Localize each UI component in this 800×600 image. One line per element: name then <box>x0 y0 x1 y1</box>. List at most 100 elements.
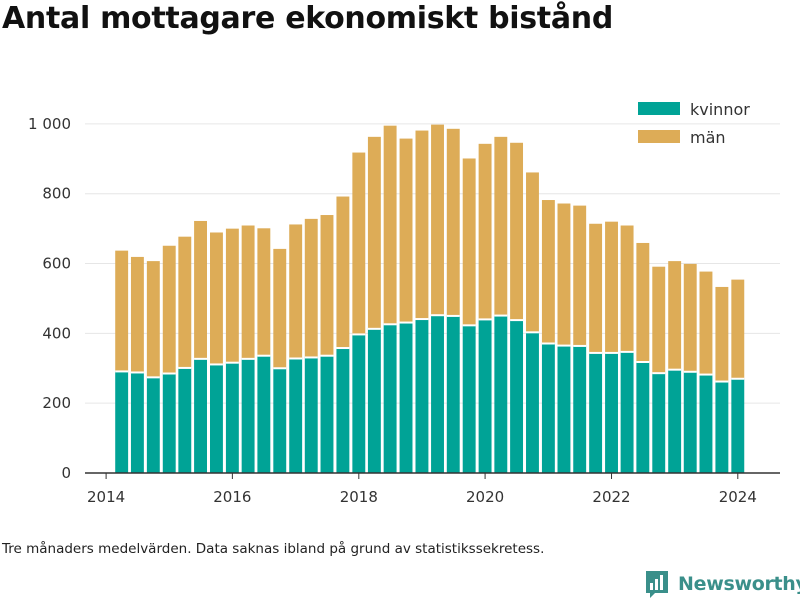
bar-man <box>668 261 682 370</box>
bar-man <box>699 271 713 375</box>
y-tick-label: 200 <box>42 394 71 412</box>
bar-kvinnor <box>526 332 539 473</box>
bar-kvinnor <box>367 328 381 473</box>
bar-kvinnor <box>210 364 223 473</box>
bar-kvinnor <box>620 351 634 473</box>
bar-man <box>273 248 287 369</box>
bar-kvinnor <box>731 378 745 473</box>
bar-kvinnor <box>446 315 460 473</box>
x-tick-label: 2020 <box>466 488 504 506</box>
bar-kvinnor <box>257 355 271 473</box>
bar-man <box>494 136 508 316</box>
bar-kvinnor <box>478 319 492 473</box>
x-tick-label: 2014 <box>87 488 125 506</box>
bar-kvinnor <box>715 381 729 473</box>
bar-man <box>510 142 524 321</box>
brand-logo: Newsworthy <box>644 569 800 599</box>
bar-kvinnor <box>194 358 207 473</box>
bar-kvinnor <box>510 320 524 473</box>
bar-man <box>130 256 144 373</box>
x-axis: 2014 2016 2018 2020 2022 2024 <box>87 473 757 506</box>
bar-kvinnor <box>541 343 555 473</box>
bar-kvinnor <box>304 357 318 473</box>
y-tick-label: 1 000 <box>28 115 71 133</box>
bar-man <box>210 232 223 365</box>
bar-kvinnor <box>415 319 429 473</box>
bar-man <box>573 205 587 346</box>
bar-man <box>541 200 555 344</box>
bar-man <box>462 158 476 326</box>
bar-kvinnor <box>289 358 303 473</box>
bar-man <box>652 266 666 374</box>
bar-kvinnor <box>652 373 666 473</box>
bar-man <box>352 152 366 335</box>
bar-man <box>225 228 239 363</box>
bar-kvinnor <box>699 374 713 473</box>
bar-man <box>526 172 539 333</box>
bar-kvinnor <box>320 355 334 473</box>
bar-kvinnor <box>683 371 697 473</box>
bar-kvinnor <box>494 315 508 473</box>
bar-kvinnor <box>589 352 603 473</box>
x-tick-label: 2024 <box>719 488 757 506</box>
bar-kvinnor <box>399 322 413 473</box>
y-axis-tick-labels: 0 200 400 600 800 1 000 <box>28 115 71 482</box>
bar-man <box>336 196 350 349</box>
legend-swatch-kvinnor <box>638 102 680 115</box>
bar-man <box>367 136 381 329</box>
legend-label-man: män <box>690 128 726 147</box>
x-tick-label: 2022 <box>592 488 630 506</box>
bar-man <box>415 130 429 320</box>
legend-swatch-man <box>638 130 680 143</box>
bar-man <box>241 225 255 359</box>
bar-kvinnor <box>130 372 144 473</box>
bar-kvinnor <box>273 368 287 473</box>
bar-man <box>636 242 650 362</box>
bar-kvinnor <box>352 334 366 473</box>
bar-man <box>399 138 413 323</box>
bar-kvinnor <box>431 315 444 473</box>
bar-man <box>605 221 618 353</box>
bar-man <box>431 124 444 316</box>
bar-kvinnor <box>115 371 129 473</box>
bar-kvinnor <box>146 377 160 473</box>
bar-man <box>178 236 192 368</box>
bar-man <box>304 218 318 358</box>
bar-kvinnor <box>336 348 350 473</box>
y-tick-label: 0 <box>61 464 71 482</box>
bar-man <box>731 279 745 379</box>
bar-man <box>683 263 697 372</box>
y-tick-label: 600 <box>42 255 71 273</box>
bar-kvinnor <box>162 373 176 473</box>
x-tick-label: 2016 <box>213 488 251 506</box>
y-tick-label: 800 <box>42 185 71 203</box>
bar-kvinnor <box>668 369 682 473</box>
bar-man <box>715 286 729 382</box>
bar-man <box>589 223 603 353</box>
bar-man <box>478 143 492 320</box>
bar-kvinnor <box>225 362 239 473</box>
bar-man <box>257 228 271 356</box>
bar-man <box>162 245 176 374</box>
footnote: Tre månaders medelvärden. Data saknas ib… <box>2 541 545 557</box>
legend: kvinnor män <box>638 100 750 147</box>
bar-man <box>446 128 460 316</box>
chart-title: Antal mottagare ekonomiskt bistånd <box>2 1 614 36</box>
brand-name: Newsworthy <box>678 573 800 595</box>
bar-kvinnor <box>462 325 476 473</box>
bar-man <box>115 250 129 372</box>
bar-kvinnor <box>573 345 587 473</box>
bar-kvinnor <box>557 345 571 473</box>
legend-label-kvinnor: kvinnor <box>690 100 750 119</box>
bar-man <box>194 220 207 359</box>
bar-man <box>557 203 571 346</box>
bar-kvinnor <box>383 324 397 473</box>
bar-kvinnor <box>241 358 255 473</box>
y-tick-label: 400 <box>42 324 71 342</box>
bar-kvinnor <box>178 367 192 473</box>
bar-kvinnor <box>605 352 618 473</box>
bar-man <box>320 215 334 356</box>
bar-man <box>620 225 634 352</box>
bar-man <box>146 261 160 378</box>
